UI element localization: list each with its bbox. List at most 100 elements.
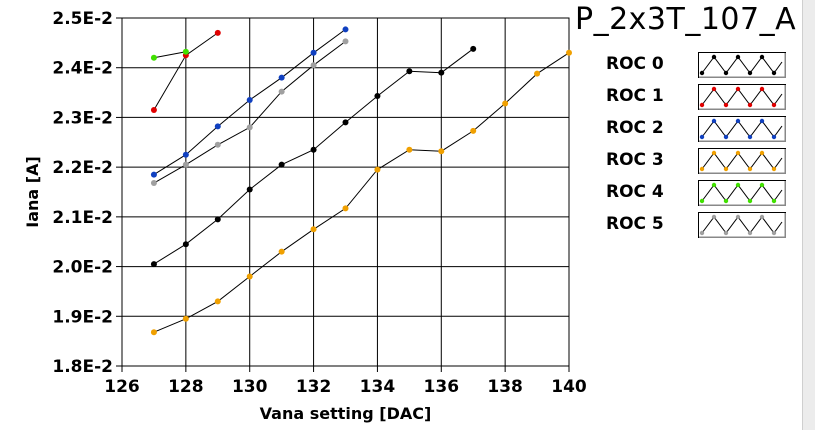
- y-tick-label: 2.5E-2: [52, 9, 113, 29]
- x-tick-label: 126: [104, 377, 140, 397]
- data-point: [182, 48, 189, 55]
- swatch-marker: [699, 198, 705, 204]
- y-axis-label: Iana [A]: [23, 156, 42, 228]
- data-point: [214, 141, 221, 148]
- swatch-marker: [759, 86, 765, 92]
- data-point: [150, 261, 157, 268]
- legend-swatch: [698, 116, 786, 142]
- data-point: [150, 54, 157, 61]
- series-roc-0: [150, 45, 477, 268]
- x-tick-label: 130: [232, 377, 268, 397]
- data-point: [278, 248, 285, 255]
- data-point: [310, 49, 317, 56]
- legend-label: ROC 1: [606, 86, 664, 106]
- x-tick-label: 140: [551, 377, 587, 397]
- swatch-marker: [771, 198, 777, 204]
- data-point: [182, 241, 189, 248]
- swatch-marker: [759, 54, 765, 60]
- swatch-marker: [759, 182, 765, 188]
- legend-item: ROC 4: [600, 178, 800, 210]
- data-point: [374, 93, 381, 100]
- swatch-marker: [771, 230, 777, 236]
- chart-title: P_2x3T_107_A: [575, 2, 797, 37]
- x-tick-label: 132: [296, 377, 332, 397]
- data-point: [342, 26, 349, 33]
- data-point: [406, 146, 413, 153]
- swatch-marker: [711, 118, 717, 124]
- swatch-marker: [711, 150, 717, 156]
- swatch-marker: [735, 54, 741, 60]
- swatch-marker: [735, 86, 741, 92]
- swatch-marker: [735, 150, 741, 156]
- series-roc-4: [150, 48, 189, 61]
- legend-swatch: [698, 212, 786, 238]
- legend-label: ROC 5: [606, 214, 664, 234]
- legend-label: ROC 0: [606, 54, 664, 74]
- legend: ROC 0 ROC 1 ROC 2 ROC 3 ROC 4 ROC 5: [600, 50, 800, 242]
- swatch-marker: [723, 166, 729, 172]
- swatch-marker: [711, 86, 717, 92]
- y-tick-label: 2.4E-2: [52, 59, 113, 79]
- data-point: [278, 161, 285, 168]
- data-point: [406, 68, 413, 75]
- legend-swatch: [698, 180, 786, 206]
- swatch-line: [701, 152, 783, 170]
- legend-label: ROC 2: [606, 118, 664, 138]
- swatch-marker: [723, 230, 729, 236]
- axis-ticks: 126 128 130 132 134 136 138 140 1.8E-2 1.9E-2 2.0E…: [52, 9, 587, 397]
- series-roc-3: [150, 49, 572, 336]
- swatch-marker: [747, 230, 753, 236]
- data-point: [470, 45, 477, 52]
- swatch-marker: [723, 134, 729, 140]
- data-point: [470, 127, 477, 134]
- swatch-marker: [747, 166, 753, 172]
- data-point: [246, 97, 253, 104]
- swatch-line: [701, 56, 783, 74]
- swatch-marker: [723, 102, 729, 108]
- data-point: [342, 205, 349, 212]
- data-point: [566, 49, 572, 56]
- swatch-line: [701, 216, 783, 234]
- swatch-marker: [699, 230, 705, 236]
- y-tick-label: 1.9E-2: [52, 307, 113, 327]
- grid-lines: [122, 18, 569, 366]
- legend-item: ROC 1: [600, 82, 800, 114]
- data-point: [534, 70, 541, 77]
- data-point: [246, 273, 253, 280]
- y-tick-label: 2.0E-2: [52, 258, 113, 278]
- legend-item: ROC 5: [600, 210, 800, 242]
- window-edge: [802, 0, 815, 430]
- swatch-marker: [771, 70, 777, 76]
- legend-item: ROC 0: [600, 50, 800, 82]
- swatch-marker: [723, 70, 729, 76]
- swatch-marker: [747, 102, 753, 108]
- data-point: [214, 123, 221, 130]
- swatch-marker: [759, 150, 765, 156]
- swatch-marker: [735, 118, 741, 124]
- data-point: [246, 124, 253, 131]
- y-tick-label: 2.1E-2: [52, 208, 113, 228]
- swatch-marker: [711, 54, 717, 60]
- data-point: [182, 161, 189, 168]
- legend-swatch: [698, 148, 786, 174]
- swatch-marker: [735, 214, 741, 220]
- data-point: [214, 216, 221, 223]
- legend-item: ROC 2: [600, 114, 800, 146]
- y-tick-label: 2.3E-2: [52, 108, 113, 128]
- data-point: [150, 106, 157, 113]
- series-line: [153, 52, 570, 333]
- swatch-marker: [747, 70, 753, 76]
- series-layer: [150, 26, 572, 336]
- swatch-marker: [699, 134, 705, 140]
- legend-label: ROC 3: [606, 150, 664, 170]
- data-point: [150, 329, 157, 336]
- swatch-marker: [723, 198, 729, 204]
- data-point: [342, 38, 349, 45]
- legend-item: ROC 3: [600, 146, 800, 178]
- x-tick-label: 136: [424, 377, 460, 397]
- data-point: [502, 100, 509, 107]
- data-point: [438, 148, 445, 155]
- series-roc-2: [150, 26, 349, 178]
- swatch-marker: [699, 102, 705, 108]
- x-axis-label: Vana setting [DAC]: [260, 404, 432, 423]
